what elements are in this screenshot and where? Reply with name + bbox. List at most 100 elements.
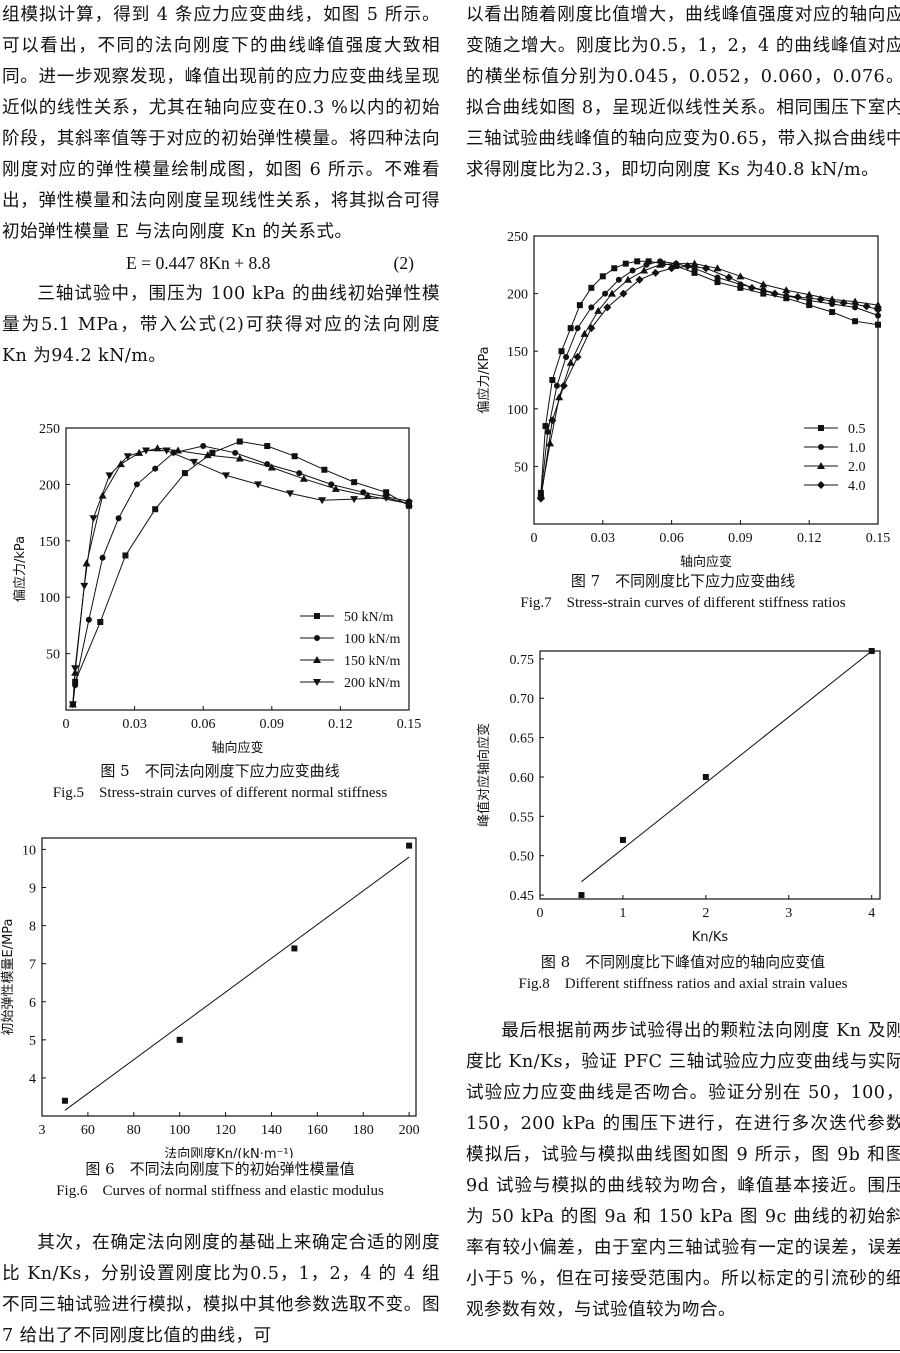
data-point [152,506,159,513]
data-point [382,494,391,502]
data-point [634,258,641,265]
page-bottom-rule [0,1350,900,1351]
series-line [72,450,410,705]
data-point [61,1097,68,1104]
y-tick-label: 50 [514,460,528,475]
data-point [559,381,568,390]
data-point [89,515,98,523]
legend-label: 0.5 [848,422,866,437]
data-point [690,259,699,267]
data-point [328,481,335,488]
data-point [566,358,575,366]
data-point [760,287,767,294]
data-point [829,309,836,316]
y-tick-label: 0.75 [510,653,535,668]
y-tick-label: 0.60 [510,771,535,786]
data-point [558,348,565,355]
x-tick-label: 0 [537,906,544,921]
data-point [862,302,871,311]
legend-marker [313,679,321,686]
data-point [264,443,271,450]
data-point [651,268,660,277]
series-line [72,440,410,705]
data-point [659,260,666,267]
x-axis-label: 轴向应变 [211,740,263,756]
data-point [782,286,791,294]
data-point [619,289,628,298]
x-tick-label: 120 [215,1123,236,1138]
data-point [291,945,298,952]
equation-number: (2) [393,253,414,273]
figure-caption-cn: 图 5 不同法向刚度下应力应变曲线 [100,762,340,780]
legend-label: 100 kN/m [344,632,401,647]
data-point [321,466,328,473]
legend-marker [817,462,825,469]
figure-caption-cn: 图 7 不同刚度比下应力应变曲线 [570,572,796,590]
x-tick-label: 3 [39,1123,46,1138]
data-point [594,306,603,314]
x-tick-label: 1 [619,906,626,921]
legend-label: 200 kN/m [344,676,401,691]
data-point [254,481,263,489]
data-point [714,279,721,286]
data-point [622,260,629,267]
y-tick-label: 50 [46,648,60,663]
y-tick-label: 200 [39,478,60,493]
legend-marker [817,481,825,489]
x-tick-label: 140 [261,1123,282,1138]
paragraph: 以看出随着刚度比值增大，曲线峰值强度对应的轴向应变随之增大。刚度比为0.5，1，… [466,5,900,180]
legend-marker [313,656,321,663]
y-axis-label: 偏应力/KPa [476,346,492,413]
data-point [635,275,644,284]
data-point [874,301,882,309]
plot-frame [41,837,417,1117]
y-tick-label: 250 [507,230,528,245]
x-tick-label: 0.09 [728,531,753,546]
data-point [611,265,618,272]
data-point [553,382,560,389]
data-point [607,289,616,297]
data-point [286,490,295,498]
x-tick-label: 0.03 [591,531,616,546]
legend-marker [314,613,320,619]
data-point [578,892,585,899]
data-point [702,264,710,273]
y-tick-label: 0.55 [510,810,535,825]
data-point [852,304,859,311]
x-axis-label: 法向刚度Kn/(kN·m⁻¹) [164,1146,293,1158]
data-point [874,305,882,314]
data-point [770,289,779,298]
data-point [724,273,733,282]
data-point [667,264,676,273]
data-point [829,300,836,307]
data-point [615,276,622,283]
data-point [759,280,768,288]
data-point [267,463,276,471]
legend-label: 150 kN/m [344,654,401,669]
data-point [363,491,372,499]
data-point [839,298,848,307]
data-point [235,454,244,462]
x-tick-label: 0 [63,717,70,732]
figure-caption-en: Fig.8 Different stiffness ratios and axi… [518,976,848,992]
data-point [291,453,298,460]
data-point [852,318,859,325]
y-tick-label: 100 [39,591,60,606]
x-tick-label: 0.12 [797,531,822,546]
plot-frame [65,427,410,711]
x-tick-label: 0.09 [260,717,285,732]
data-point [232,449,239,456]
plot-frame [539,650,881,900]
series-line [540,265,879,499]
data-point [747,283,756,292]
data-point [868,648,875,654]
data-point [645,258,652,265]
y-tick-label: 6 [29,996,36,1011]
series-line [540,260,879,493]
figure-caption-en: Fig.5 Stress-strain curves of different … [52,785,388,801]
left-column: 组模拟计算，得到 4 条应力应变曲线，如图 5 所示。可以看出，不同的法向刚度下… [2,0,440,372]
y-tick-label: 0.50 [510,850,535,865]
x-tick-label: 2 [702,906,709,921]
data-point [783,292,790,299]
data-point [629,267,636,274]
